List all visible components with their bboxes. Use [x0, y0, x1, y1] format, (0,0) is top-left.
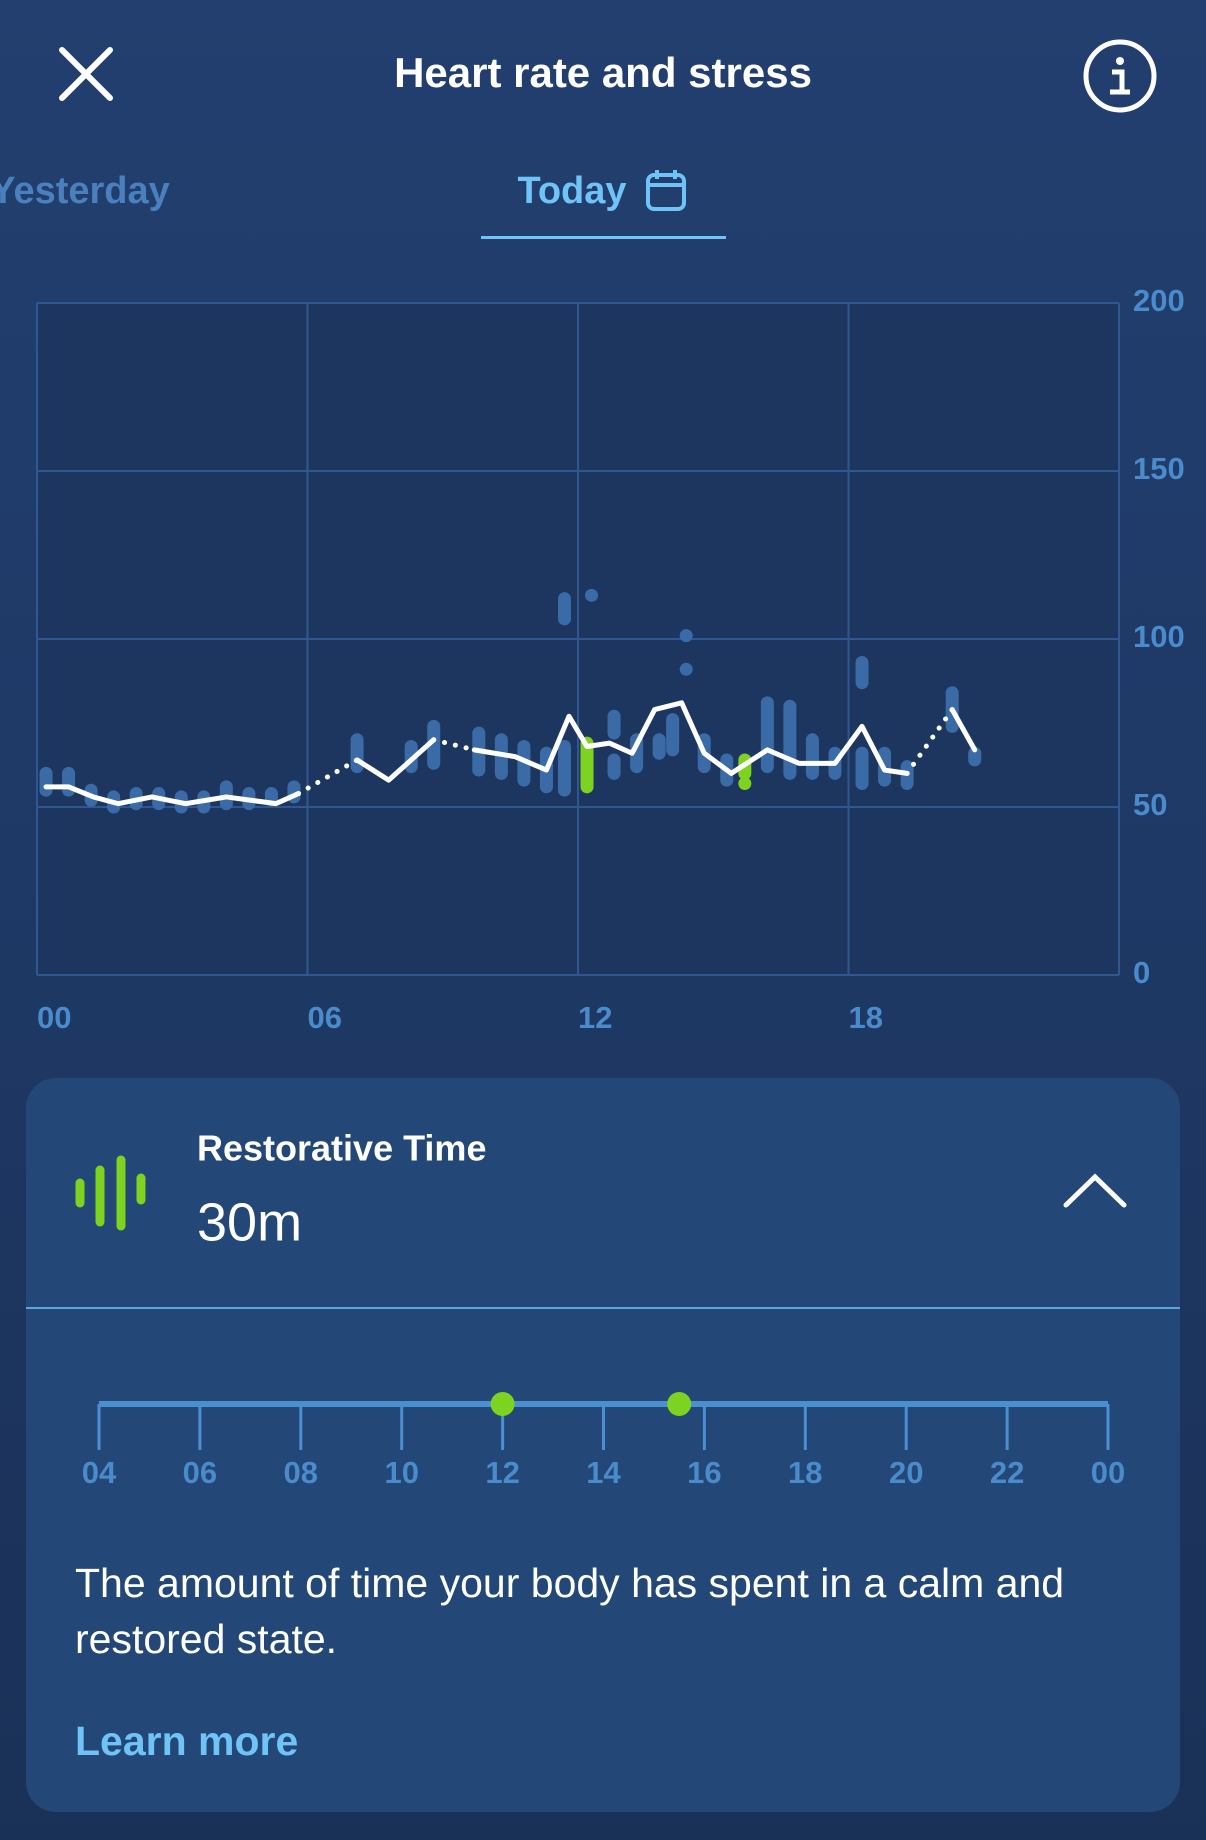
hr-range — [39, 766, 53, 797]
tab-underline — [481, 236, 726, 239]
hr-range — [652, 733, 666, 760]
info-icon — [1083, 39, 1157, 113]
info-button[interactable] — [1083, 39, 1157, 113]
y-tick-label: 50 — [1133, 787, 1167, 822]
hr-range — [607, 709, 621, 740]
y-tick-label: 0 — [1133, 955, 1150, 990]
hr-range — [517, 740, 531, 787]
card-value: 30m — [197, 1192, 302, 1252]
restorative-icon — [75, 1155, 146, 1231]
hr-line — [295, 707, 955, 797]
x-tick-label: 12 — [578, 1000, 612, 1035]
restorative-point — [490, 1392, 515, 1416]
x-tick-label: 16 — [687, 1455, 721, 1490]
hr-range — [350, 733, 364, 774]
x-tick-label: 06 — [183, 1455, 217, 1490]
hr-range — [679, 662, 693, 676]
card-title: Restorative Time — [197, 1128, 486, 1169]
tab-today[interactable]: Today — [517, 170, 626, 212]
hr-range — [607, 753, 621, 780]
close-button[interactable] — [59, 47, 113, 101]
x-tick-label: 18 — [849, 1000, 883, 1035]
x-tick-label: 12 — [485, 1455, 519, 1490]
hr-range — [760, 696, 774, 774]
hr-range — [968, 746, 982, 767]
y-tick-label: 150 — [1133, 451, 1185, 486]
hr-range — [557, 740, 571, 797]
hr-range — [666, 713, 680, 757]
collapse-chevron[interactable] — [1063, 1173, 1127, 1208]
hr-range — [62, 766, 76, 797]
x-tick-label: 10 — [384, 1455, 418, 1490]
hr-range — [855, 746, 869, 790]
restorative-point — [667, 1392, 692, 1416]
x-tick-label: 20 — [889, 1455, 923, 1490]
hr-range — [557, 592, 571, 626]
hr-line — [43, 700, 978, 807]
x-tick-label: 06 — [308, 1000, 342, 1035]
hr-range — [855, 656, 869, 690]
info-icon — [1110, 69, 1130, 95]
x-tick-label: 00 — [37, 1000, 71, 1035]
y-tick-label: 100 — [1133, 619, 1185, 654]
hr-range — [580, 736, 594, 794]
y-tick-label: 200 — [1133, 283, 1185, 318]
info-icon — [1116, 57, 1124, 65]
x-tick-label: 08 — [284, 1455, 318, 1490]
x-tick-label: 18 — [788, 1455, 822, 1490]
page-title: Heart rate and stress — [394, 49, 812, 96]
hr-range — [805, 733, 819, 780]
x-tick-label: 04 — [82, 1455, 117, 1490]
x-tick-label: 22 — [990, 1455, 1024, 1490]
heart-rate-chart: 0 50 100 150 200 00 06 12 18 — [36, 283, 1185, 1035]
card-description: The amount of time your body has spent i… — [75, 1560, 1065, 1662]
hr-range — [738, 776, 752, 790]
hr-range — [585, 588, 599, 602]
tab-yesterday[interactable]: Yesterday — [0, 170, 170, 212]
x-tick-label: 00 — [1091, 1455, 1125, 1490]
restorative-timeline: 04 06 08 10 12 14 16 18 20 22 00 — [82, 1392, 1125, 1490]
hr-range — [783, 699, 797, 780]
hr-range — [427, 719, 441, 770]
calendar-body — [646, 173, 686, 211]
close-icon — [59, 47, 113, 101]
calendar-icon[interactable] — [646, 170, 686, 211]
hr-range — [679, 629, 693, 643]
x-tick-label: 14 — [586, 1455, 621, 1490]
learn-more-link[interactable]: Learn more — [75, 1718, 299, 1764]
